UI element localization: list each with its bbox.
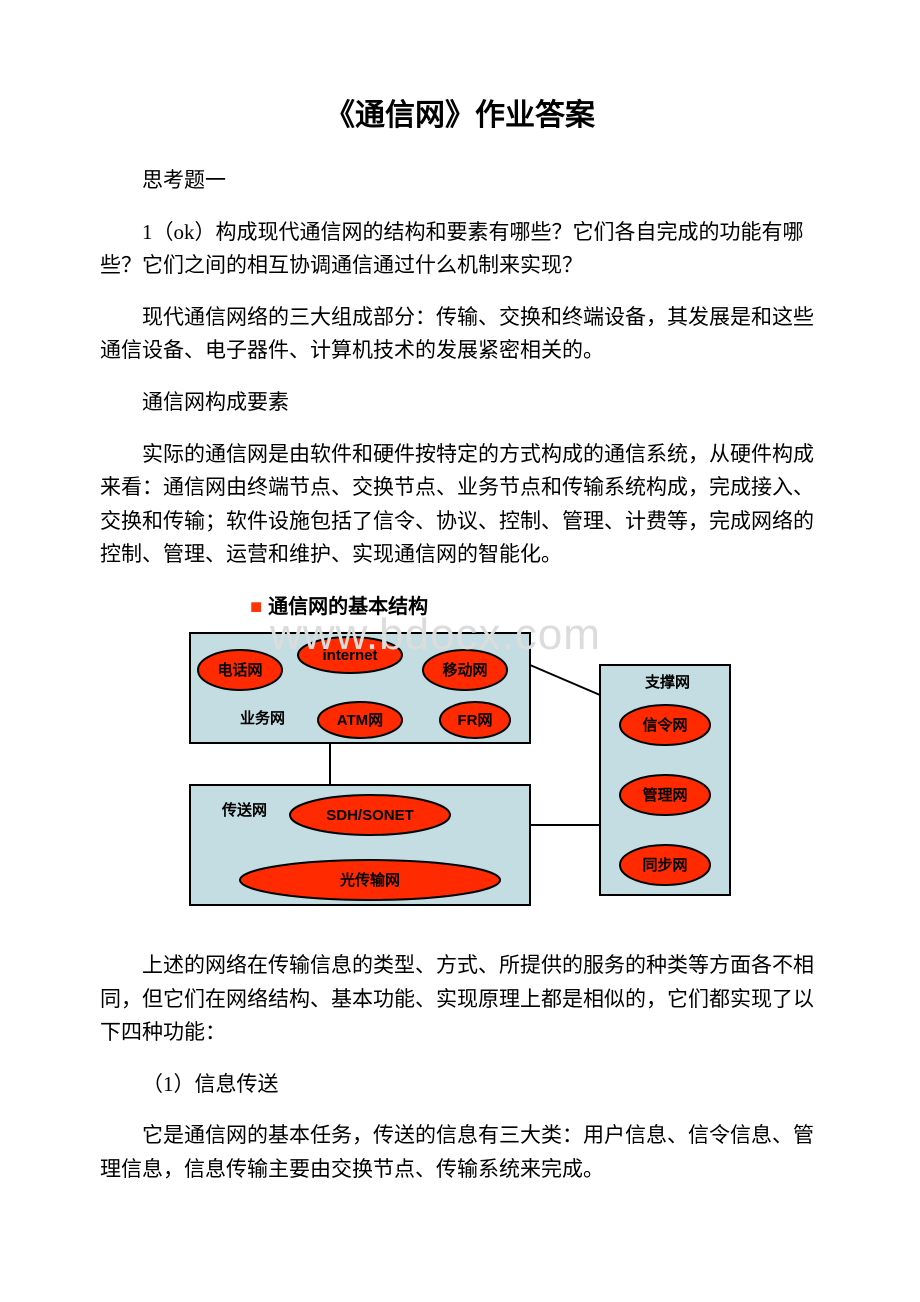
sync-net-label: 同步网 <box>642 857 687 874</box>
support-box-label: 支撑网 <box>644 673 690 691</box>
atm-net-label: ATM网 <box>337 712 383 729</box>
connector-line <box>530 665 600 695</box>
transport-box-label: 传送网 <box>221 801 267 819</box>
optical-net-label: 光传输网 <box>339 871 400 889</box>
para-func1-heading: （1）信息传送 <box>100 1068 820 1102</box>
bullet-icon: ■ <box>250 596 262 618</box>
telephone-net-label: 电话网 <box>217 661 262 679</box>
para-functions-intro: 上述的网络在传输信息的类型、方式、所提供的服务的种类等方面各不相同，但它们在网络… <box>100 949 820 1050</box>
diagram-title-text: 通信网的基本结构 <box>268 596 428 618</box>
signaling-net-label: 信令网 <box>642 716 687 734</box>
diagram-container: ■通信网的基本结构 www.bdocx.com 业务网传送网支撑网电话网inte… <box>180 590 740 925</box>
network-diagram: 业务网传送网 支撑网 电话网 internet 移动网 ATM网 FR网 SDH/SONET 光… <box>180 625 740 925</box>
internet-label: internet <box>322 647 377 664</box>
para-elements-body: 实际的通信网是由软件和硬件按特定的方式构成的通信系统，从硬件构成来看：通信网由终… <box>100 438 820 572</box>
para-func1-body: 它是通信网的基本任务，传送的信息有三大类：用户信息、信令信息、管理信息，信息传输… <box>100 1119 820 1186</box>
para-topic: 思考题一 <box>100 164 820 198</box>
fr-net-label: FR网 <box>458 712 493 729</box>
para-elements-heading: 通信网构成要素 <box>100 386 820 420</box>
mgmt-net-label: 管理网 <box>642 786 687 804</box>
doc-title: 《通信网》作业答案 <box>100 90 820 134</box>
sdh-sonet-label: SDH/SONET <box>326 807 414 824</box>
para-a1: 现代通信网络的三大组成部分：传输、交换和终端设备，其发展是和这些通信设备、电子器… <box>100 301 820 368</box>
para-q1: 1（ok）构成现代通信网的结构和要素有哪些？它们各自完成的功能有哪些？它们之间的… <box>100 216 820 283</box>
diagram-title: ■ 通信网的基本结构 <box>250 590 740 619</box>
service-box-label: 业务网 <box>240 709 285 727</box>
mobile-net-label: 移动网 <box>442 661 487 679</box>
